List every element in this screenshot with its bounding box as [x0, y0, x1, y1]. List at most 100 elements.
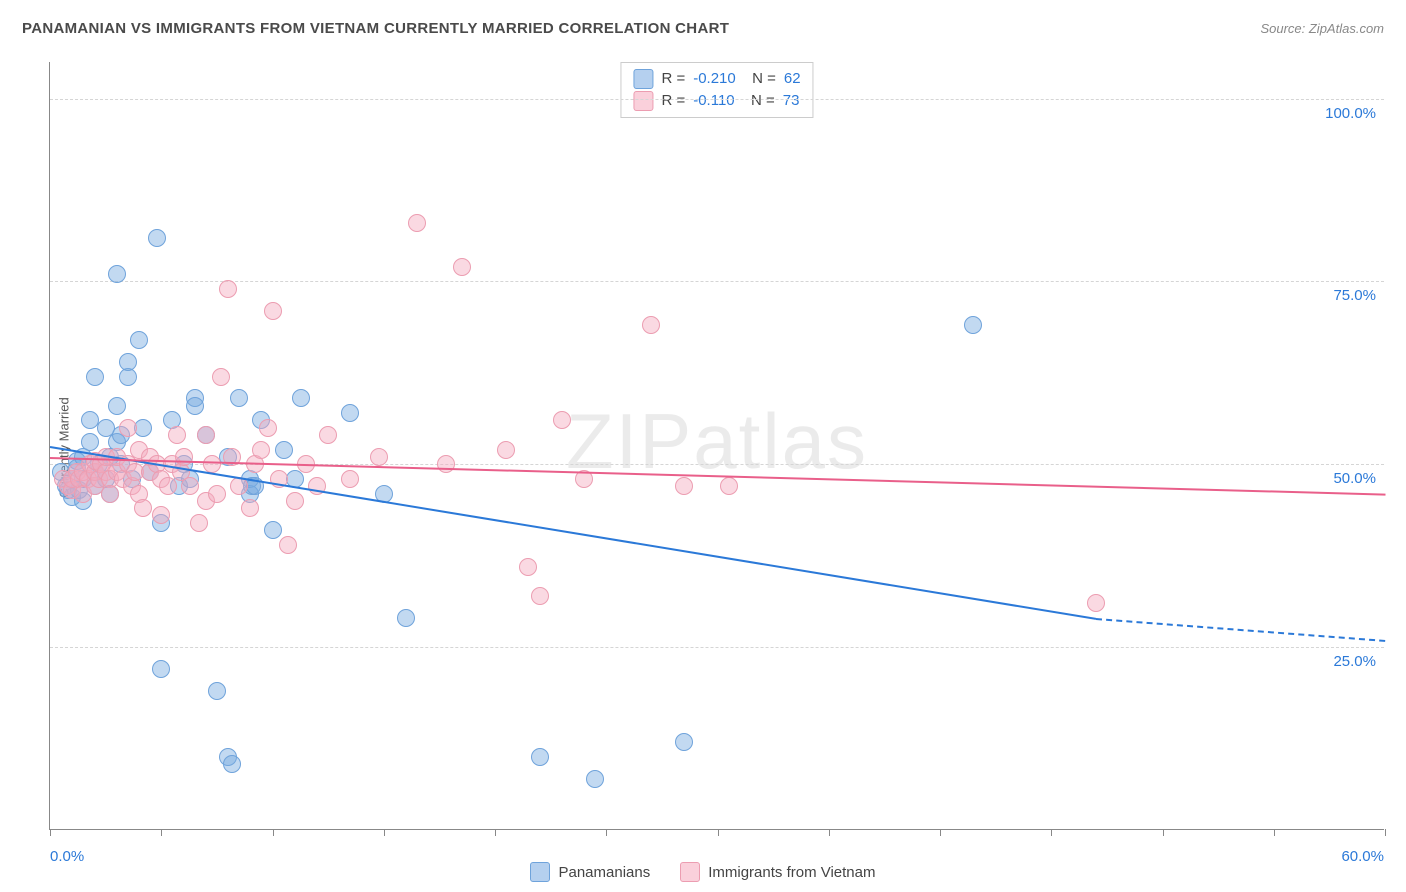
x-tick — [1163, 829, 1164, 836]
data-point — [208, 485, 226, 503]
data-point — [720, 477, 738, 495]
data-point — [241, 499, 259, 517]
data-point — [168, 426, 186, 444]
swatch-icon — [633, 69, 653, 89]
x-tick — [50, 829, 51, 836]
data-point — [203, 455, 221, 473]
data-point — [152, 506, 170, 524]
x-tick — [1385, 829, 1386, 836]
legend-n-value: 73 — [783, 90, 800, 112]
legend-label: Immigrants from Vietnam — [708, 864, 875, 881]
data-point — [197, 426, 215, 444]
data-point — [81, 433, 99, 451]
swatch-icon — [633, 91, 653, 111]
data-point — [397, 609, 415, 627]
data-point — [1087, 594, 1105, 612]
data-point — [341, 404, 359, 422]
legend-n-label: N = — [744, 68, 776, 90]
x-tick — [161, 829, 162, 836]
data-point — [86, 368, 104, 386]
data-point — [212, 368, 230, 386]
data-point — [252, 441, 270, 459]
x-tick — [384, 829, 385, 836]
data-point — [108, 265, 126, 283]
data-point — [437, 455, 455, 473]
data-point — [230, 389, 248, 407]
data-point — [370, 448, 388, 466]
legend-item-vietnam: Immigrants from Vietnam — [680, 862, 875, 882]
legend-item-panamanians: Panamanians — [530, 862, 650, 882]
data-point — [259, 419, 277, 437]
trend-line — [1096, 618, 1385, 642]
data-point — [152, 660, 170, 678]
y-tick-label: 25.0% — [1333, 653, 1376, 670]
x-tick — [940, 829, 941, 836]
scatter-plot: ZIPatlas R = -0.210 N = 62 R = -0.110 N … — [49, 62, 1384, 830]
series-legend: Panamanians Immigrants from Vietnam — [0, 862, 1406, 882]
y-tick-label: 75.0% — [1333, 287, 1376, 304]
data-point — [453, 258, 471, 276]
data-point — [531, 748, 549, 766]
data-point — [531, 587, 549, 605]
data-point — [264, 521, 282, 539]
x-tick — [829, 829, 830, 836]
legend-label: Panamanians — [558, 864, 650, 881]
swatch-icon — [680, 862, 700, 882]
data-point — [497, 441, 515, 459]
data-point — [223, 755, 241, 773]
legend-n-value: 62 — [784, 68, 801, 90]
data-point — [292, 389, 310, 407]
gridline — [50, 281, 1384, 282]
legend-r-label: R = — [661, 90, 685, 112]
data-point — [134, 499, 152, 517]
data-point — [519, 558, 537, 576]
data-point — [964, 316, 982, 334]
legend-r-label: R = — [661, 68, 685, 90]
data-point — [101, 485, 119, 503]
data-point — [181, 477, 199, 495]
data-point — [275, 441, 293, 459]
chart-source: Source: ZipAtlas.com — [1260, 21, 1384, 36]
legend-r-value: -0.210 — [693, 68, 736, 90]
data-point — [119, 419, 137, 437]
x-tick — [606, 829, 607, 836]
x-tick — [273, 829, 274, 836]
x-tick — [1274, 829, 1275, 836]
data-point — [341, 470, 359, 488]
data-point — [408, 214, 426, 232]
data-point — [279, 536, 297, 554]
data-point — [219, 280, 237, 298]
data-point — [134, 419, 152, 437]
data-point — [108, 397, 126, 415]
data-point — [208, 682, 226, 700]
data-point — [175, 448, 193, 466]
swatch-icon — [530, 862, 550, 882]
gridline — [50, 99, 1384, 100]
legend-row-panamanians: R = -0.210 N = 62 — [633, 68, 800, 90]
chart-title: PANAMANIAN VS IMMIGRANTS FROM VIETNAM CU… — [22, 20, 729, 37]
gridline — [50, 647, 1384, 648]
chart-header: PANAMANIAN VS IMMIGRANTS FROM VIETNAM CU… — [22, 20, 1384, 37]
data-point — [159, 477, 177, 495]
x-tick — [495, 829, 496, 836]
data-point — [553, 411, 571, 429]
data-point — [286, 492, 304, 510]
y-tick-label: 100.0% — [1325, 105, 1376, 122]
data-point — [119, 353, 137, 371]
data-point — [586, 770, 604, 788]
data-point — [186, 397, 204, 415]
y-tick-label: 50.0% — [1333, 470, 1376, 487]
data-point — [148, 229, 166, 247]
data-point — [675, 477, 693, 495]
data-point — [319, 426, 337, 444]
data-point — [130, 331, 148, 349]
legend-r-value: -0.110 — [693, 90, 734, 112]
x-tick — [1051, 829, 1052, 836]
legend-row-vietnam: R = -0.110 N = 73 — [633, 90, 800, 112]
x-tick — [718, 829, 719, 836]
data-point — [642, 316, 660, 334]
correlation-legend: R = -0.210 N = 62 R = -0.110 N = 73 — [620, 62, 813, 118]
data-point — [190, 514, 208, 532]
data-point — [264, 302, 282, 320]
data-point — [675, 733, 693, 751]
